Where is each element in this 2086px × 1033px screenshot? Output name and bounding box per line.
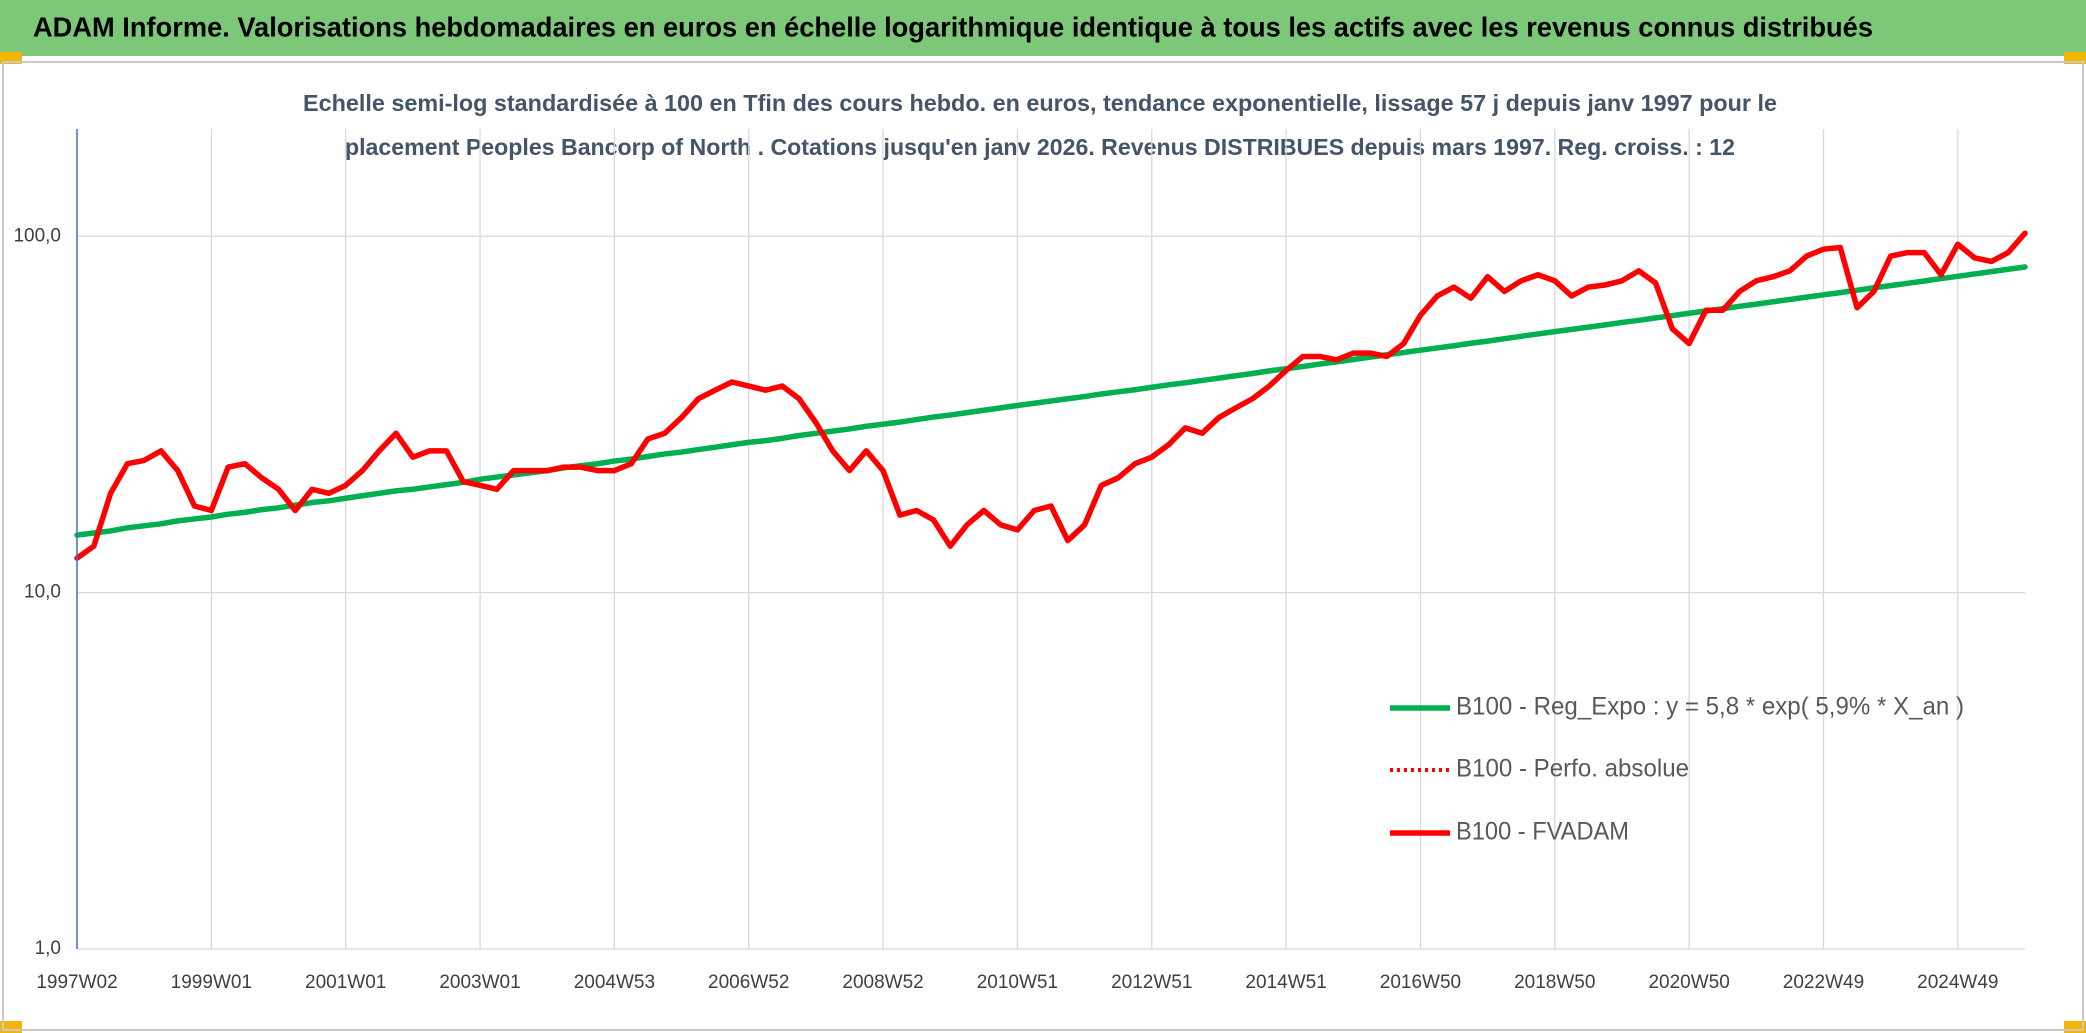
x-tick-label: 2006W52 bbox=[708, 972, 789, 993]
y-tick-label: 10,0 bbox=[24, 582, 61, 603]
chart-title: ADAM Informe. Valorisations hebdomadaire… bbox=[33, 11, 1873, 42]
chart-subtitle: placement Peoples Bancorp of North . Cot… bbox=[345, 134, 1735, 160]
x-tick-label: 2020W50 bbox=[1648, 972, 1729, 993]
x-tick-label: 2008W52 bbox=[842, 972, 923, 993]
series-line bbox=[74, 230, 2028, 561]
x-tick-label: 2016W50 bbox=[1380, 972, 1461, 993]
frame bbox=[2, 61, 2084, 1031]
legend-label: B100 - FVADAM bbox=[1456, 818, 1629, 846]
chart-subtitle: Echelle semi-log standardisée à 100 en T… bbox=[303, 90, 1777, 116]
y-tick-label: 1,0 bbox=[35, 938, 61, 959]
series-line bbox=[74, 264, 2028, 538]
x-tick-label: 2004W53 bbox=[574, 972, 655, 993]
x-tick-label: 2012W51 bbox=[1111, 972, 1192, 993]
title-bar bbox=[0, 0, 2086, 56]
x-tick-label: 2003W01 bbox=[439, 972, 520, 993]
x-tick-label: 2024W49 bbox=[1917, 972, 1998, 993]
series-group bbox=[74, 230, 2028, 561]
x-tick-label: 1997W02 bbox=[36, 972, 117, 993]
x-tick-label: 2001W01 bbox=[305, 972, 386, 993]
legend-label: B100 - Perfo. absolue bbox=[1456, 755, 1689, 783]
x-tick-label: 2010W51 bbox=[977, 972, 1058, 993]
x-tick-label: 2014W51 bbox=[1245, 972, 1326, 993]
legend: B100 - Reg_Expo : y = 5,8 * exp( 5,9% * … bbox=[1390, 693, 1964, 846]
x-tick-label: 2022W49 bbox=[1783, 972, 1864, 993]
x-tick-label: 2018W50 bbox=[1514, 972, 1595, 993]
legend-label: B100 - Reg_Expo : y = 5,8 * exp( 5,9% * … bbox=[1456, 693, 1964, 721]
x-tick-label: 1999W01 bbox=[171, 972, 252, 993]
y-tick-label: 100,0 bbox=[13, 225, 61, 246]
